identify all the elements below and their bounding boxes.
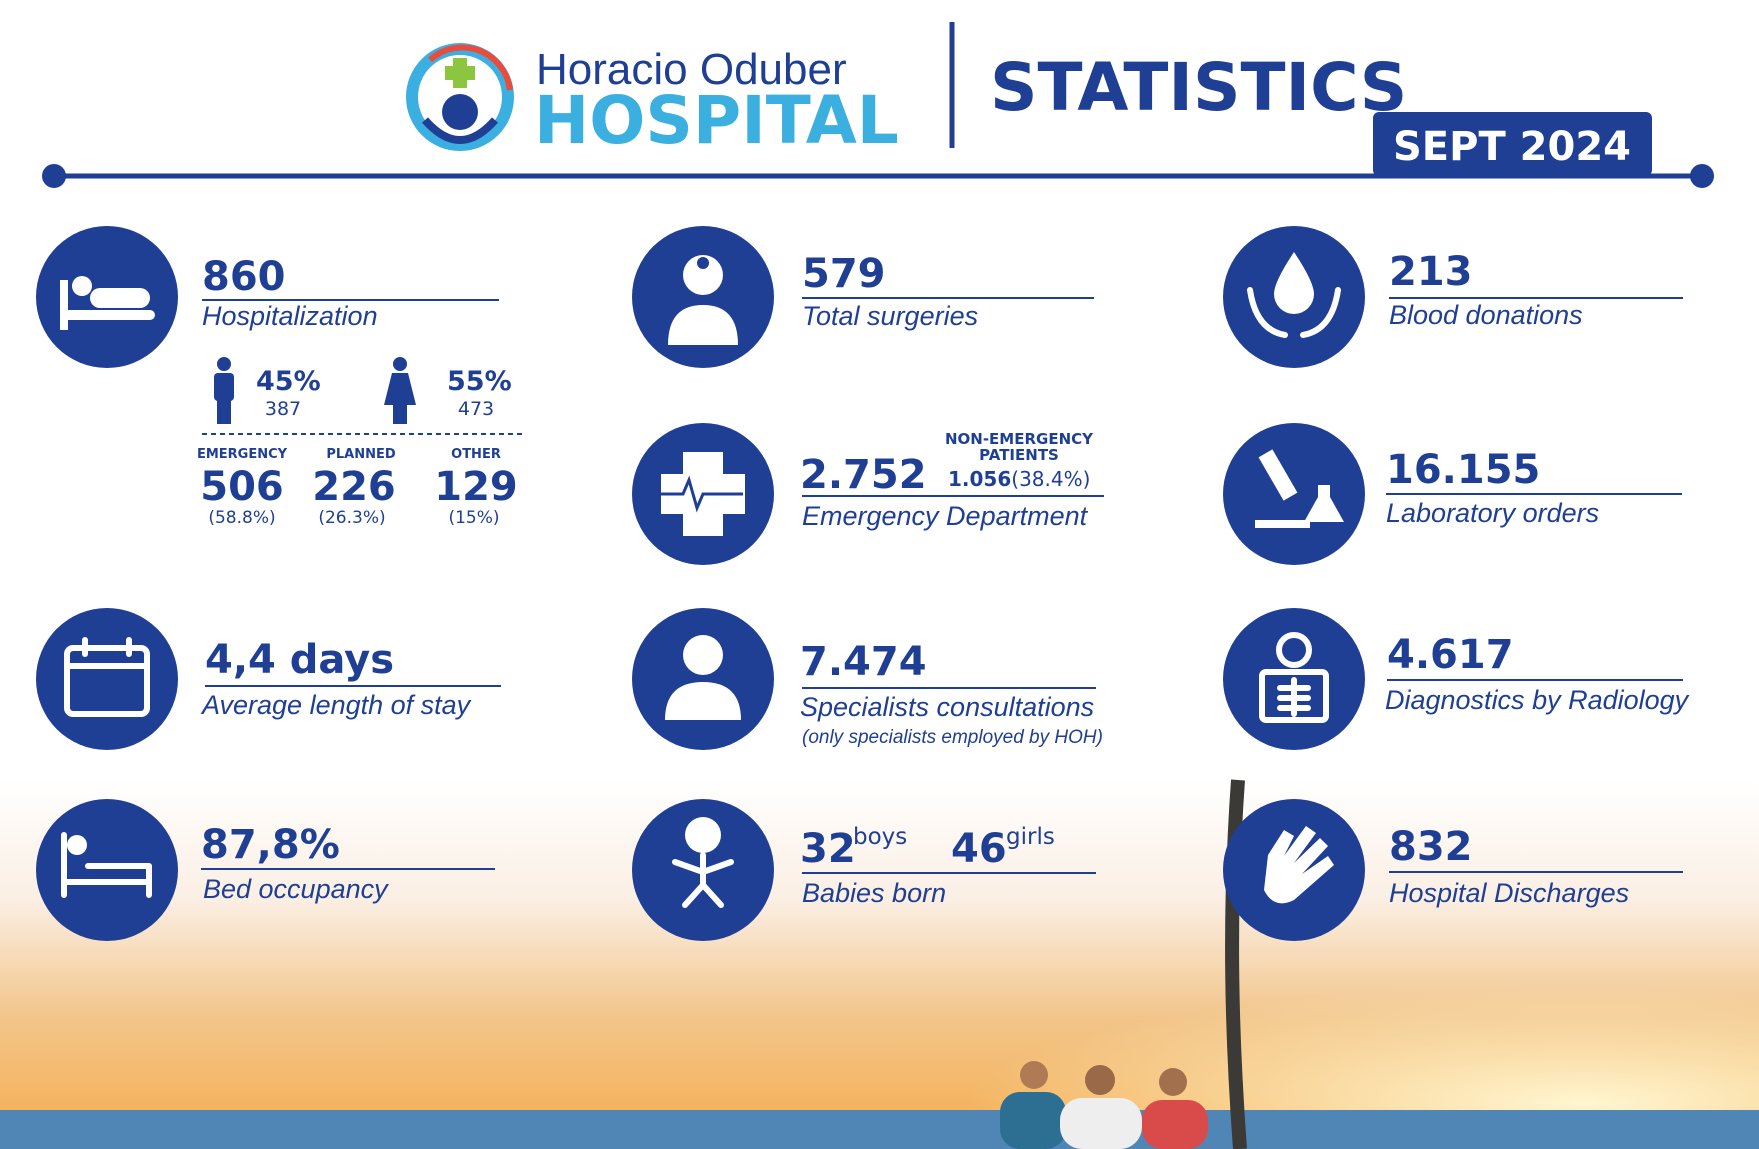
icon-hospitalization	[36, 226, 178, 368]
male-icon	[214, 357, 234, 424]
stat-value: 860	[202, 254, 286, 300]
babies-girls: 46	[951, 826, 1007, 872]
stat-label: Specialists consultations	[800, 692, 1094, 722]
icon-babies	[632, 799, 774, 941]
stat-note: (only specialists employed by HOH)	[802, 727, 1103, 748]
male-count: 387	[265, 398, 301, 420]
stat-value: 4,4 days	[205, 637, 394, 683]
female-icon	[384, 357, 416, 424]
note-share: (38.4%)	[1011, 467, 1090, 491]
icon-occupancy	[36, 799, 178, 941]
icon-discharges	[1223, 799, 1365, 941]
logo	[406, 43, 514, 151]
sun-glow	[0, 780, 1759, 1120]
note-value: 1.056	[948, 467, 1011, 491]
female-percent: 55%	[447, 366, 512, 397]
type-value: 506	[200, 464, 284, 510]
icon-specialists	[632, 608, 774, 750]
rule-dot	[1690, 164, 1714, 188]
stat-label: Emergency Department	[802, 501, 1089, 531]
stat-value: 2.752	[800, 452, 927, 498]
babies-boys: 32	[800, 826, 856, 872]
stat-label: Diagnostics by Radiology	[1385, 685, 1690, 715]
stat-label: Total surgeries	[802, 301, 978, 331]
female-count: 473	[458, 398, 494, 420]
stat-value: 579	[802, 251, 886, 297]
stat-label: Blood donations	[1389, 300, 1583, 330]
logo-bottom: HOSPITAL	[534, 82, 899, 159]
stat-label: Laboratory orders	[1386, 498, 1599, 528]
logo-top: Horacio Oduber	[536, 45, 847, 94]
icon-emergency	[632, 423, 774, 565]
rule-dot	[42, 164, 66, 188]
type-share: (58.8%)	[208, 508, 275, 528]
stat-value: 213	[1389, 249, 1473, 295]
male-percent: 45%	[256, 366, 321, 397]
period-box	[1373, 112, 1652, 176]
admission-types: EMERGENCY 506 (58.8%) PLANNED 226 (26.3%…	[197, 447, 518, 528]
icon-laboratory	[1223, 423, 1365, 565]
stat-label: Bed occupancy	[203, 874, 389, 904]
note-figure: 1.056(38.4%)	[948, 467, 1090, 491]
stat-value: 832	[1389, 824, 1473, 870]
stat-label: Hospitalization	[202, 301, 378, 331]
sea	[0, 1110, 1759, 1149]
period: SEPT 2024	[1393, 124, 1631, 170]
stat-value: 16.155	[1386, 447, 1540, 493]
title: STATISTICS	[990, 49, 1407, 126]
babies-girls-label: girls	[1006, 824, 1055, 850]
icon-surgeries	[632, 226, 774, 368]
icon-blood	[1223, 226, 1365, 368]
stat-label: Hospital Discharges	[1389, 878, 1629, 908]
note-line: NON-EMERGENCY	[945, 430, 1094, 448]
staff-photo	[1000, 1061, 1208, 1149]
type-share: (15%)	[448, 508, 499, 528]
icon-stay	[36, 608, 178, 750]
type-value: 226	[312, 464, 396, 510]
babies-boys-label: boys	[853, 824, 907, 850]
stat-value: 87,8%	[201, 822, 340, 868]
stat-label: Babies born	[802, 878, 946, 908]
type-label: OTHER	[451, 447, 501, 462]
stat-label: Average length of stay	[200, 690, 472, 720]
note-line: PATIENTS	[979, 446, 1059, 464]
stat-value: 4.617	[1387, 632, 1514, 678]
type-label: PLANNED	[326, 447, 396, 462]
type-value: 129	[434, 464, 518, 510]
stat-value: 7.474	[800, 639, 927, 685]
type-share: (26.3%)	[318, 508, 385, 528]
icon-radiology	[1223, 608, 1365, 750]
type-label: EMERGENCY	[197, 447, 288, 462]
